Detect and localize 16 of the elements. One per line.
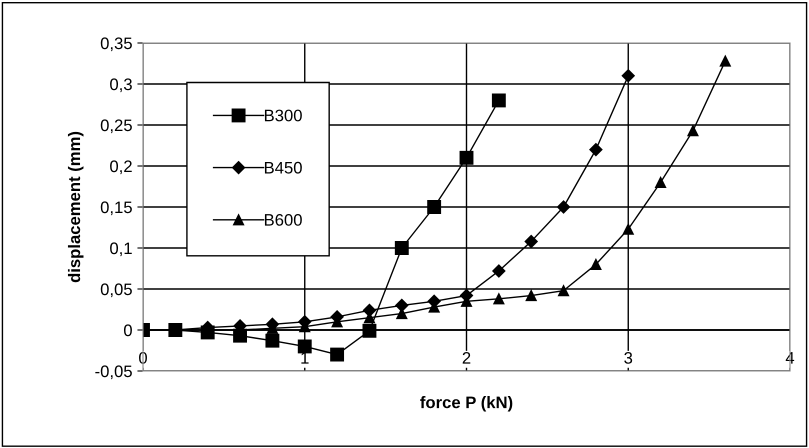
x-tick-label: 3 <box>624 352 632 364</box>
x-tick-label: 2 <box>462 352 470 364</box>
y-tick-label: 0,1 <box>110 242 132 256</box>
y-tick-label: -0,05 <box>95 365 132 380</box>
y-tick-label: 0,3 <box>110 78 132 92</box>
y-tick-label: 0,25 <box>100 119 132 134</box>
y-tick-label: 0,05 <box>100 283 132 298</box>
y-axis-title: displacement (mm) <box>68 132 84 282</box>
legend-label: B450 <box>264 162 302 174</box>
legend-label: B300 <box>264 110 302 122</box>
y-tick-label: 0,2 <box>110 160 132 174</box>
y-tick-label: 0,35 <box>100 37 132 52</box>
y-tick-label: 0 <box>124 324 132 336</box>
y-tick-label: 0,15 <box>100 201 132 216</box>
legend-label: B600 <box>264 214 302 226</box>
x-axis-title: force P (kN) <box>420 396 512 412</box>
